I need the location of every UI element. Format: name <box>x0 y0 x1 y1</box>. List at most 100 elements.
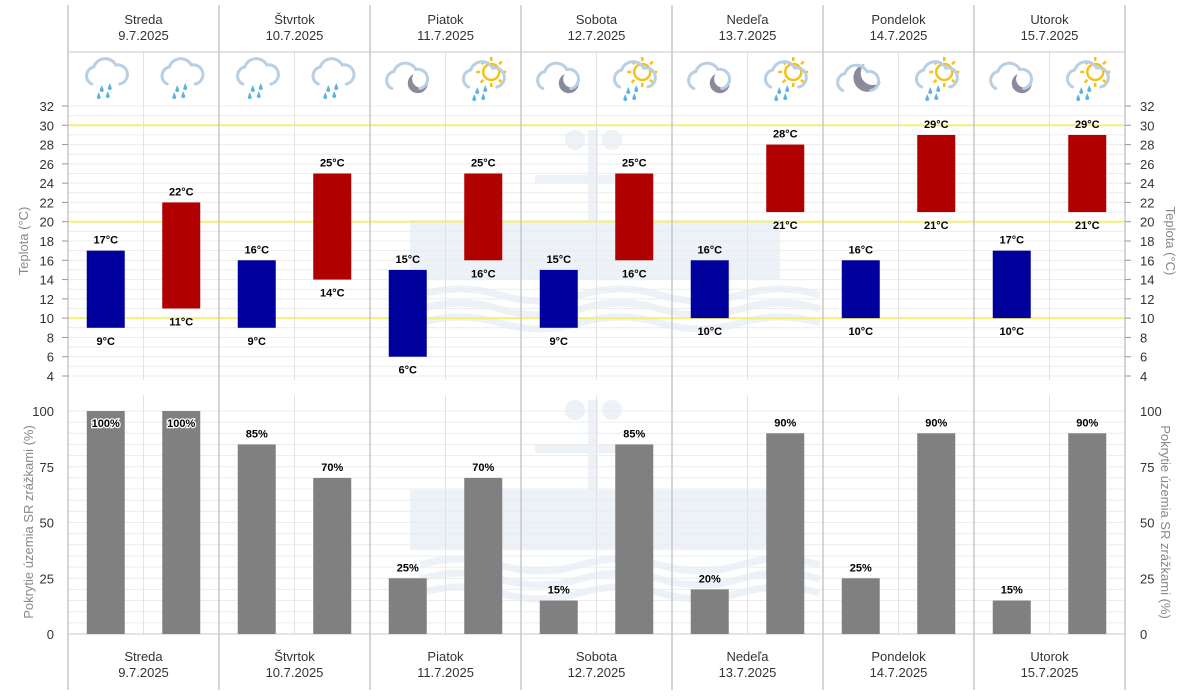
day-name: Piatok <box>427 12 464 27</box>
day-date: 13.7.2025 <box>719 665 777 680</box>
logo-cup <box>602 130 622 150</box>
cloud-shape <box>763 60 808 89</box>
day-name: Pondelok <box>871 649 926 664</box>
day-name: Piatok <box>427 649 464 664</box>
day-temp-bar <box>766 144 805 213</box>
y-axis-label-right: Teplota (°C) <box>1163 207 1178 276</box>
cloud-shape <box>461 60 506 89</box>
rain-drop <box>332 91 337 98</box>
precip-value-label: 70% <box>321 462 343 474</box>
y-tick-left: 0 <box>47 627 54 642</box>
y-tick-right: 25 <box>1140 571 1154 586</box>
max-temp-label: 15°C <box>395 254 420 266</box>
y-tick-left: 50 <box>40 516 54 531</box>
precip-value-label: 90% <box>925 417 947 429</box>
y-tick-right: 26 <box>1140 157 1154 172</box>
night-temp-bar <box>86 250 125 328</box>
rain-drop <box>258 83 263 90</box>
cloud-shape <box>85 57 129 86</box>
cloud-shape <box>236 57 280 86</box>
sun-ray <box>1102 78 1107 84</box>
max-temp-label: 25°C <box>471 158 496 170</box>
day-date: 11.7.2025 <box>417 28 474 43</box>
y-axis-label-left: Pokrytie územia SR zrážkami (%) <box>21 425 36 619</box>
y-tick-right: 10 <box>1140 311 1154 326</box>
day-name: Streda <box>124 649 163 664</box>
y-tick-left: 20 <box>40 215 54 230</box>
precip-value-label: 90% <box>774 417 796 429</box>
rain-drop <box>172 92 177 99</box>
day-date: 15.7.2025 <box>1021 28 1079 43</box>
y-tick-right: 18 <box>1140 234 1154 249</box>
precip-value-label: 15% <box>548 585 570 597</box>
day-temp-bar <box>615 173 654 261</box>
min-temp-label: 16°C <box>622 268 647 280</box>
rain-drop <box>326 85 331 92</box>
logo-mast <box>588 400 598 510</box>
day-date: 12.7.2025 <box>568 665 626 680</box>
rain-drop <box>334 83 339 90</box>
precip-value-label: 85% <box>623 428 645 440</box>
rain-drop <box>925 94 930 101</box>
rain-drop <box>256 91 261 98</box>
day-date: 14.7.2025 <box>870 28 928 43</box>
min-temp-label: 14°C <box>320 288 345 300</box>
cloud-shape <box>536 61 581 90</box>
day-precip-bar <box>464 477 503 634</box>
night-temp-bar <box>690 260 729 319</box>
sun-cloud-rain-icon <box>914 57 960 101</box>
day-date: 12.7.2025 <box>568 28 626 43</box>
day-name: Utorok <box>1030 12 1069 27</box>
rain-drop <box>785 85 790 92</box>
cloud-shape <box>1065 60 1110 89</box>
rain-drop <box>783 93 788 100</box>
precip-value-label: 25% <box>850 562 872 574</box>
min-temp-label: 11°C <box>169 317 193 329</box>
max-temp-label: 29°C <box>1075 119 1100 131</box>
y-tick-right: 24 <box>1140 176 1154 191</box>
y-tick-left: 4 <box>47 369 54 384</box>
day-name: Štvrtok <box>274 12 315 27</box>
max-temp-label: 16°C <box>244 244 269 256</box>
sun-cloud-rain-icon <box>461 57 507 101</box>
y-tick-right: 50 <box>1140 516 1154 531</box>
sun-ray <box>498 78 503 84</box>
rain-icon <box>160 57 205 99</box>
y-tick-left: 14 <box>40 273 54 288</box>
rain-drop <box>1076 94 1081 101</box>
sun-ray <box>800 78 805 84</box>
day-precip-bar <box>917 433 956 634</box>
sun-ray <box>479 78 485 84</box>
logo-cup <box>565 400 585 420</box>
y-tick-right: 28 <box>1140 138 1154 153</box>
precip-value-label: 20% <box>699 573 721 585</box>
night-temp-bar <box>237 260 276 328</box>
y-tick-left: 18 <box>40 234 54 249</box>
rain-drop <box>928 87 933 94</box>
min-temp-label: 21°C <box>773 220 798 232</box>
sun-ray <box>951 60 956 66</box>
min-temp-label: 21°C <box>924 220 949 232</box>
sun-cloud-rain-icon <box>612 57 658 101</box>
cloud-shape <box>687 61 732 90</box>
min-temp-label: 10°C <box>999 326 1024 338</box>
day-precip-bar <box>615 444 654 634</box>
max-temp-label: 22°C <box>169 186 194 198</box>
logo-cup <box>565 130 585 150</box>
y-axis-label-right: Pokrytie územia SR zrážkami (%) <box>1158 425 1173 619</box>
night-precip-bar <box>388 578 427 634</box>
night-precip-bar <box>237 444 276 634</box>
y-tick-right: 100 <box>1140 404 1162 419</box>
day-date: 10.7.2025 <box>266 665 324 680</box>
logo-mast <box>588 130 598 240</box>
cloud-moon-icon <box>536 61 581 94</box>
sun-ray <box>800 60 805 66</box>
day-name: Pondelok <box>871 12 926 27</box>
sun-ray <box>1102 60 1107 66</box>
rain-drop <box>475 87 480 94</box>
y-axis-label-left: Teplota (°C) <box>16 207 31 276</box>
rain-drop <box>1087 85 1092 92</box>
sun-ray <box>1083 78 1089 84</box>
min-temp-label: 6°C <box>399 365 418 377</box>
day-date: 13.7.2025 <box>719 28 777 43</box>
